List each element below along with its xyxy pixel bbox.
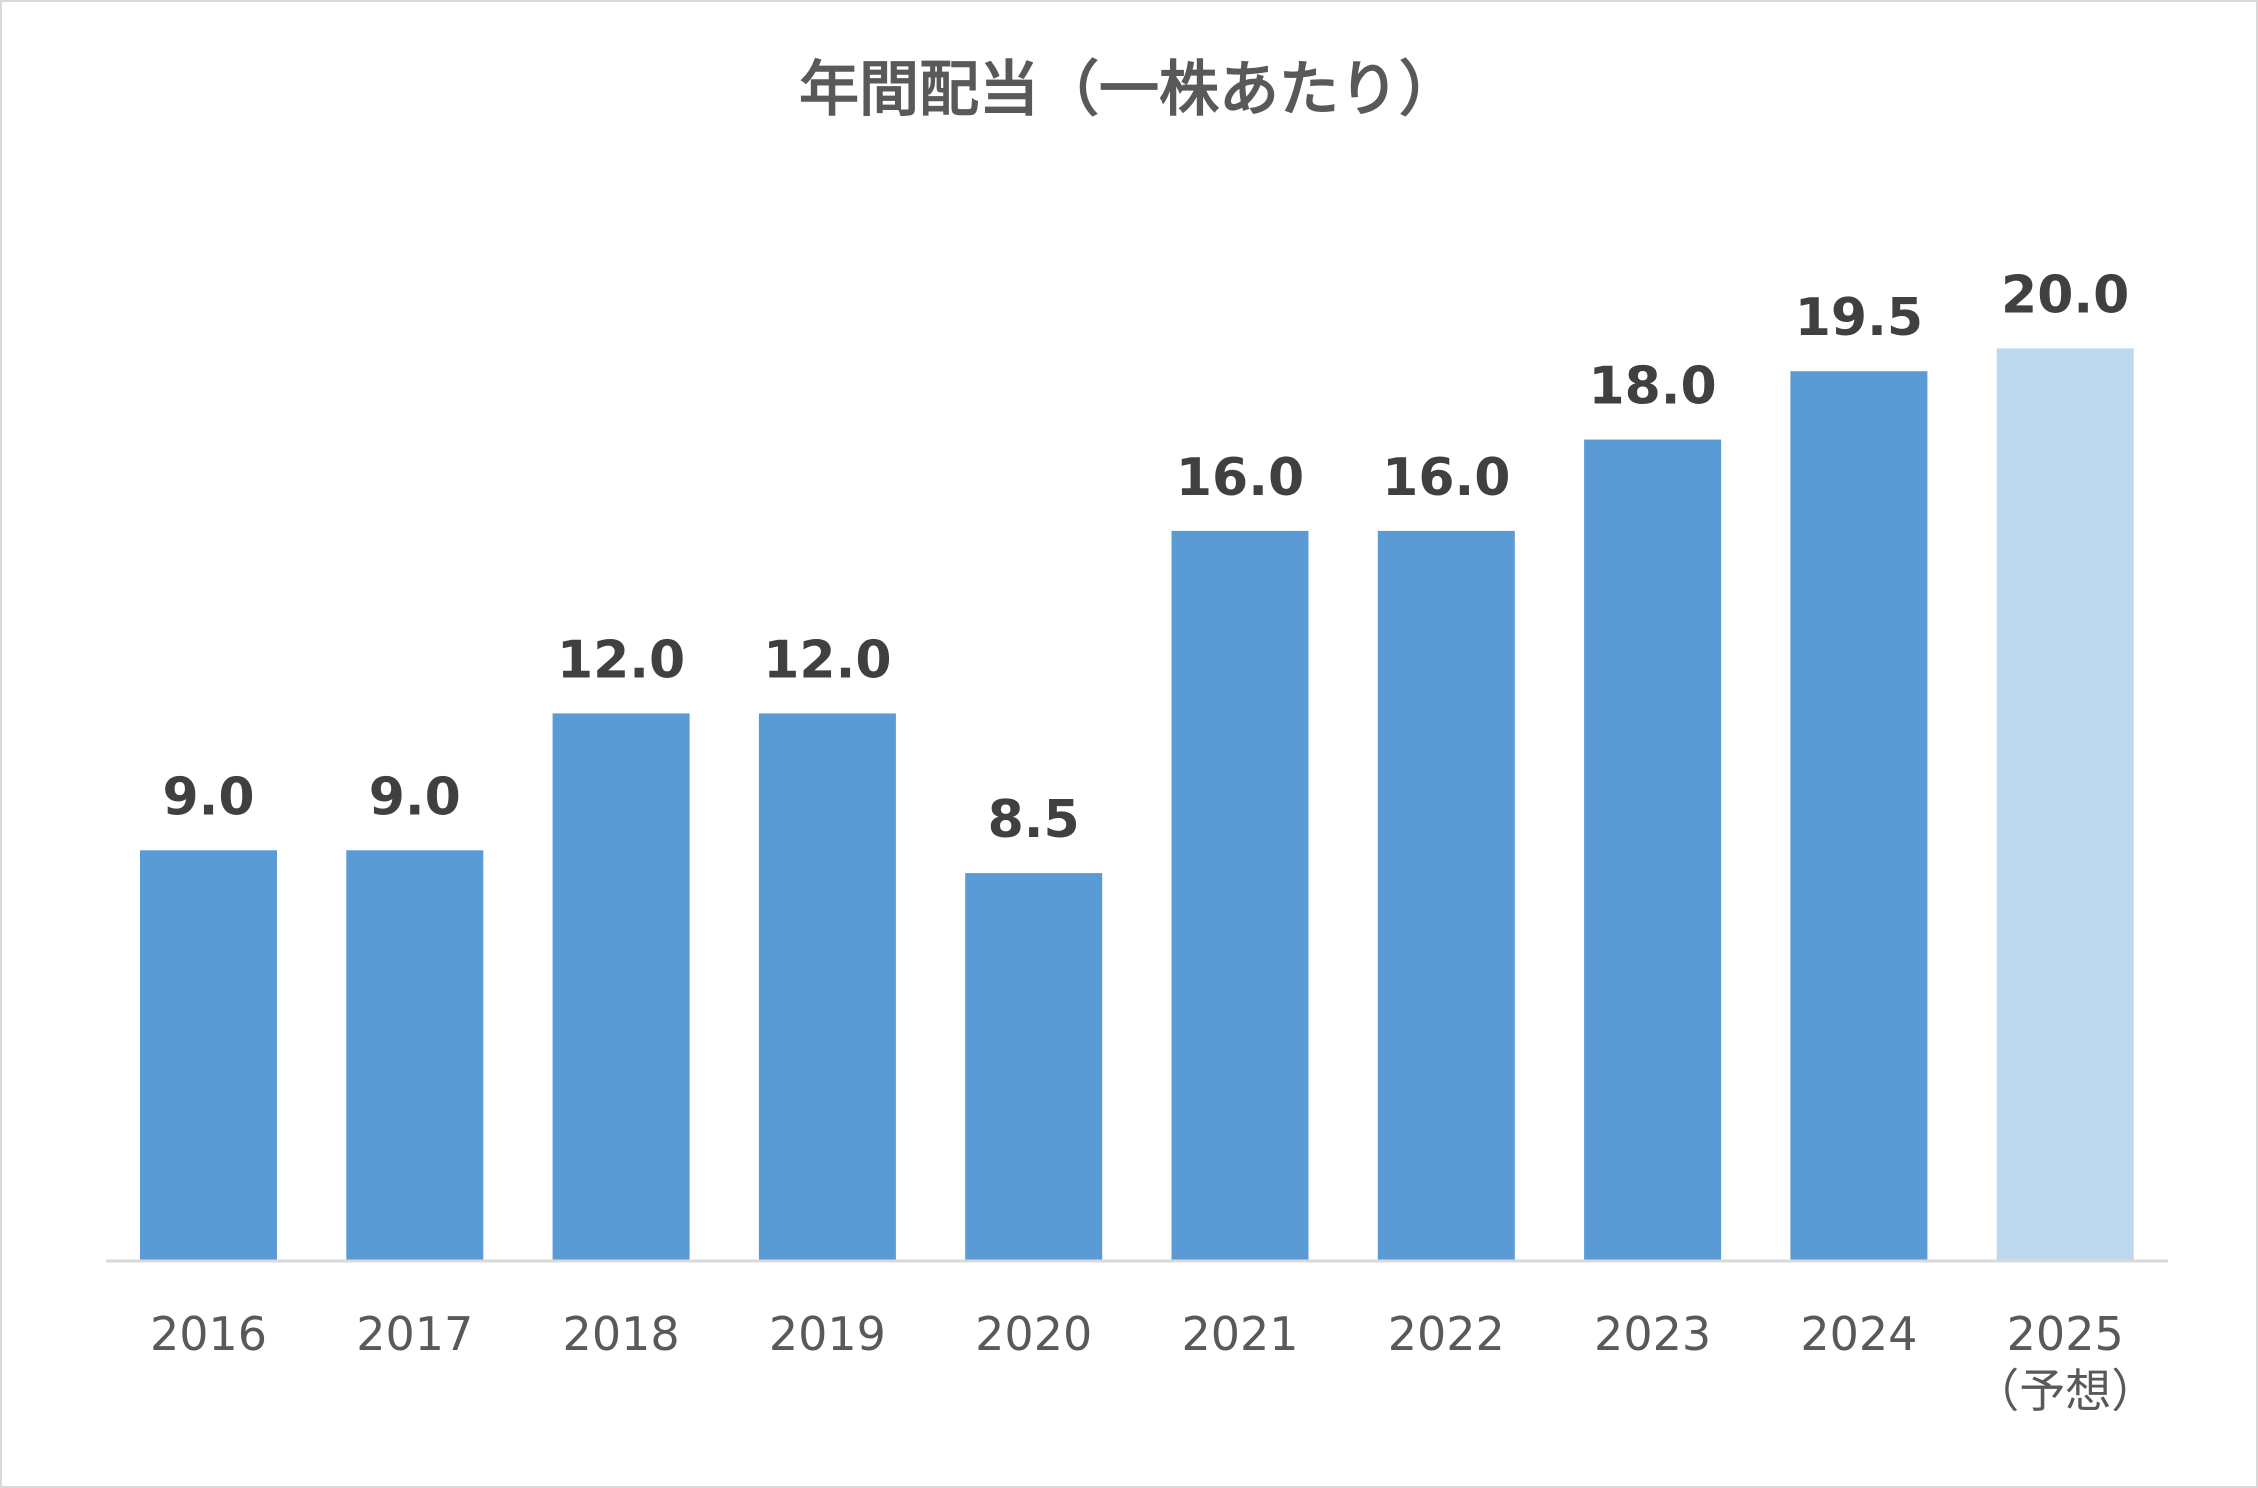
value-label-2023: 18.0 — [1588, 357, 1716, 417]
tick-label-2025: 2025 — [2007, 1307, 2124, 1361]
value-label-2021: 16.0 — [1176, 448, 1304, 508]
tick-label-2017: 2017 — [356, 1307, 473, 1361]
bar-2017 — [346, 850, 484, 1261]
value-label-2024: 19.5 — [1795, 288, 1923, 348]
tick-labels-group: 2016 2017 2018 2019 2020 2021 2022 2023 2024 2025… — [150, 1307, 2157, 1418]
tick-label-2020: 2020 — [975, 1307, 1092, 1361]
tick-label-2016: 2016 — [150, 1307, 267, 1361]
tick-label-2019: 2019 — [769, 1307, 886, 1361]
tick-label-2021: 2021 — [1181, 1307, 1298, 1361]
tick-label-2022: 2022 — [1388, 1307, 1505, 1361]
value-label-2025: 20.0 — [2001, 265, 2129, 325]
value-label-2022: 16.0 — [1382, 448, 1510, 508]
tick-sublabel-2025: （予想） — [1973, 1364, 2157, 1418]
chart-title: 年間配当（一株あたり） — [799, 55, 1459, 125]
bar-2016 — [140, 850, 277, 1261]
tick-label-2018: 2018 — [563, 1307, 680, 1361]
value-labels-group: 9.0 9.0 12.0 12.0 8.5 16.0 16.0 18.0 19.5 20.0 — [162, 265, 2129, 850]
value-label-2018: 12.0 — [557, 630, 685, 690]
value-label-2020: 8.5 — [988, 790, 1080, 850]
bar-2025 — [1996, 348, 2134, 1261]
value-label-2017: 9.0 — [369, 767, 461, 827]
tick-label-2024: 2024 — [1800, 1307, 1917, 1361]
bars-group — [140, 348, 2134, 1262]
tick-label-2023: 2023 — [1594, 1307, 1711, 1361]
bar-2018 — [552, 713, 690, 1261]
bar-2022 — [1377, 530, 1515, 1261]
value-label-2019: 12.0 — [763, 630, 891, 690]
bar-2023 — [1584, 439, 1722, 1262]
bar-2024 — [1790, 371, 1928, 1261]
bar-2020 — [965, 873, 1103, 1261]
bar-2019 — [758, 713, 896, 1261]
bar-2021 — [1171, 530, 1309, 1261]
value-label-2016: 9.0 — [162, 767, 254, 827]
